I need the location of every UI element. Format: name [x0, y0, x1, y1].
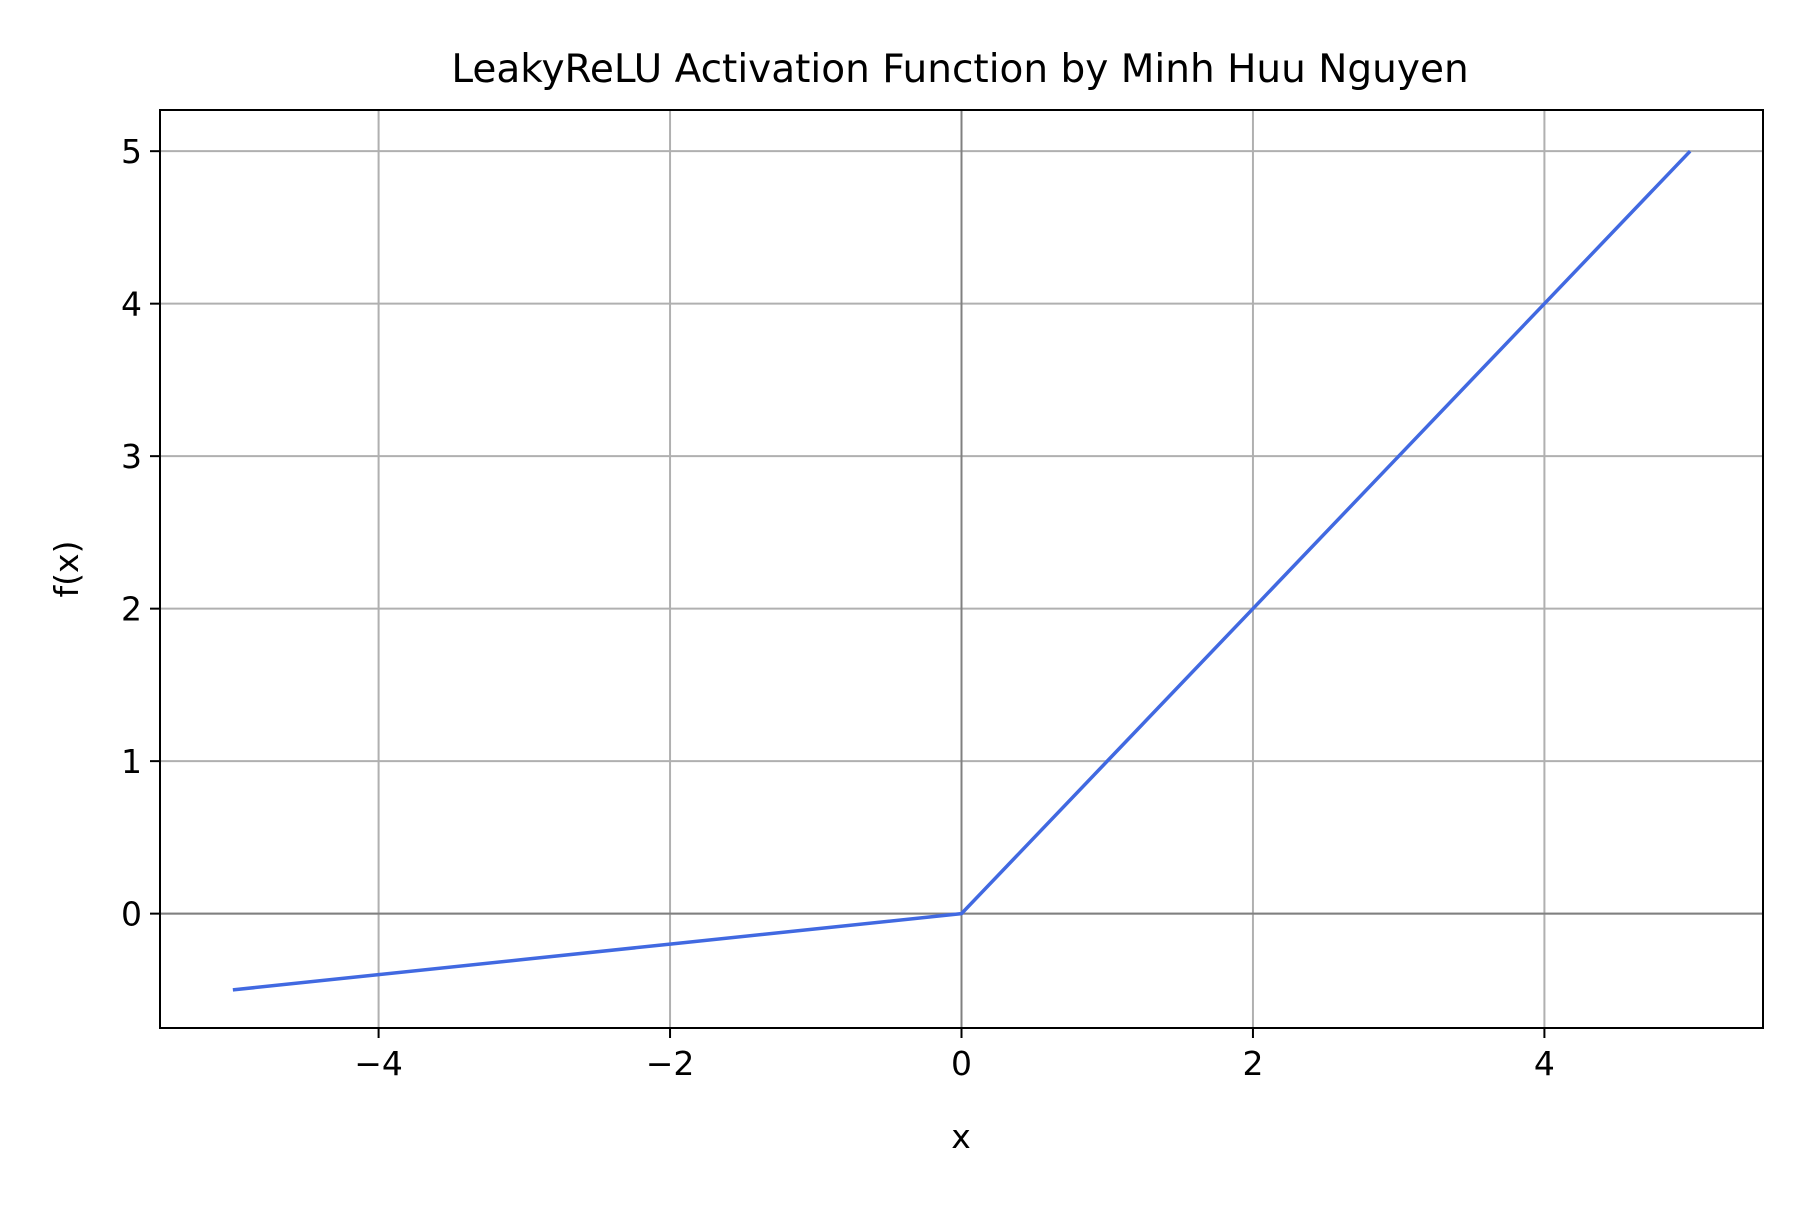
chart-title: LeakyReLU Activation Function by Minh Hu… [451, 47, 1468, 92]
x-tick-label: −4 [354, 1044, 403, 1083]
y-axis-label: f(x) [47, 541, 86, 598]
y-tick-label: 2 [121, 590, 142, 629]
x-axis-label: x [951, 1117, 971, 1156]
x-tick-label: 4 [1534, 1044, 1555, 1083]
zero-lines [160, 110, 1763, 1028]
y-tick-label: 0 [121, 895, 142, 934]
x-tick-label: 2 [1242, 1044, 1263, 1083]
y-tick-label: 1 [121, 742, 142, 781]
y-ticks: 0 1 2 3 4 5 [121, 132, 160, 934]
leaky-relu-series-line [232, 149, 1692, 992]
x-tick-label: 0 [951, 1044, 972, 1083]
y-tick-label: 3 [121, 437, 142, 476]
series-layer [232, 149, 1692, 992]
y-tick-label: 5 [121, 132, 142, 171]
x-ticks: −4 −2 0 2 4 [354, 1028, 1555, 1083]
x-tick-label: −2 [646, 1044, 695, 1083]
y-tick-label: 4 [121, 285, 142, 324]
